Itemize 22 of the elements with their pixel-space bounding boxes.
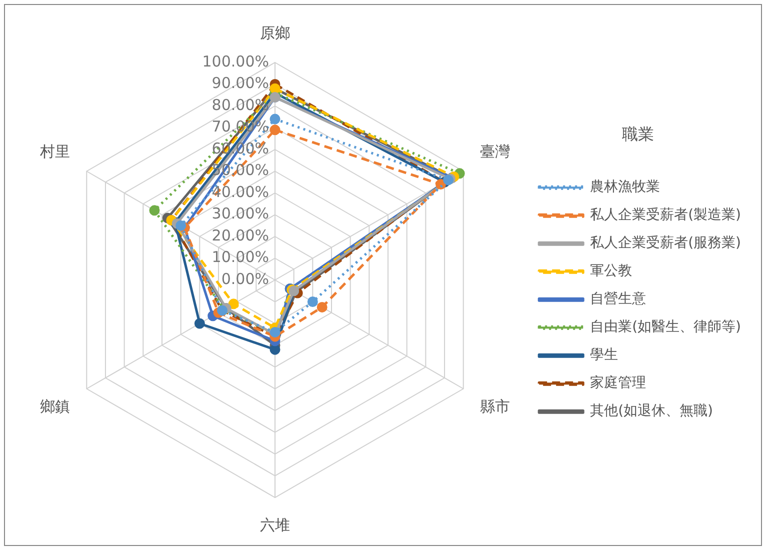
- spoke-label: 原鄉: [260, 24, 290, 42]
- legend-label: 私人企業受薪者(製造業): [590, 207, 742, 224]
- spoke-label: 鄉鎮: [40, 397, 70, 416]
- legend-label: 軍公教: [590, 263, 632, 280]
- y-tick-label: 20.00%: [212, 226, 269, 244]
- spoke-label: 縣市: [480, 397, 510, 416]
- y-tick-label: 10.00%: [212, 248, 269, 266]
- legend-label: 學生: [590, 347, 618, 364]
- spoke-label: 臺灣: [480, 142, 510, 160]
- legend-label: 私人企業受薪者(服務業): [590, 235, 742, 252]
- y-tick-label: 90.00%: [212, 74, 269, 92]
- legend-title: 職業: [622, 124, 654, 144]
- legend-label: 其他(如退休、無職): [590, 403, 714, 420]
- spoke-label: 村里: [38, 142, 70, 160]
- y-tick-label: 0.00%: [221, 270, 269, 288]
- legend-label: 家庭管理: [590, 375, 646, 392]
- legend-label: 自營生意: [590, 291, 646, 308]
- y-tick-label: 30.00%: [212, 204, 269, 223]
- legend-label: 農林漁牧業: [590, 179, 660, 196]
- y-tick-label: 100.00%: [202, 52, 269, 70]
- legend-label: 自由業(如醫生、律師等): [590, 319, 742, 336]
- spoke-label: 六堆: [260, 516, 290, 534]
